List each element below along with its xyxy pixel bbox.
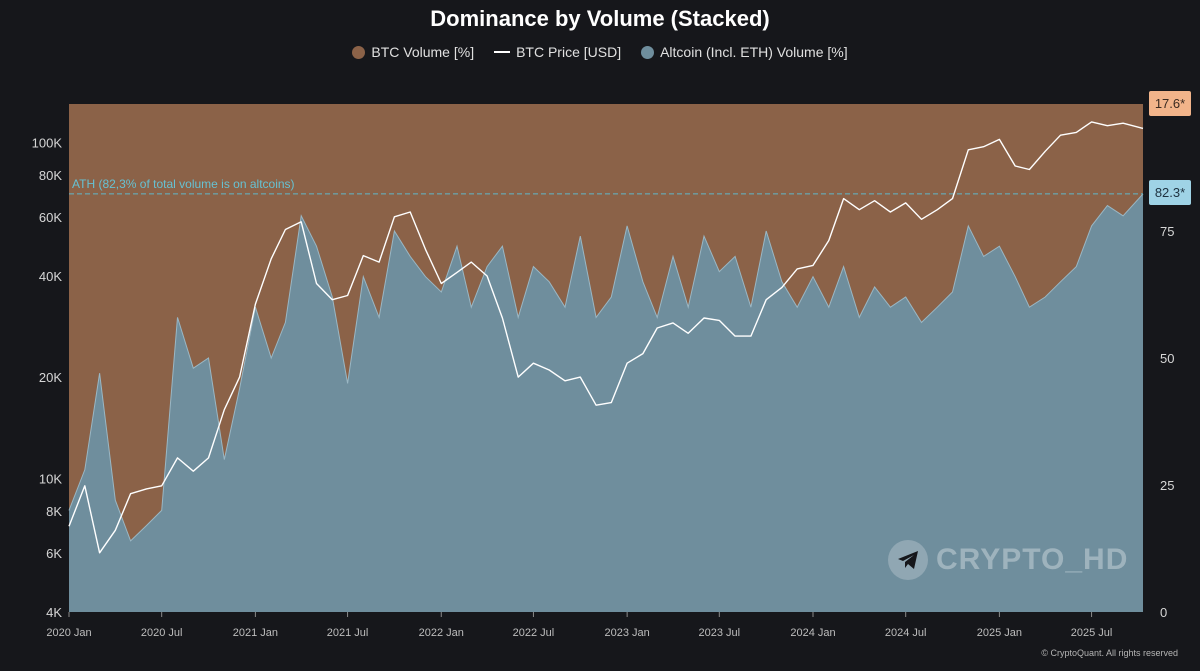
y-left-tick-label: 10K — [39, 471, 62, 486]
telegram-icon — [888, 540, 928, 580]
x-tick-label: 2024 Jan — [790, 627, 835, 639]
y-left-tick-label: 4K — [46, 605, 62, 620]
y-left-tick-label: 20K — [39, 370, 62, 385]
x-tick-label: 2022 Jan — [419, 627, 464, 639]
y-right-tick-label: 25 — [1160, 478, 1174, 493]
legend-item-altcoin-volume[interactable]: Altcoin (Incl. ETH) Volume [%] — [641, 44, 848, 60]
y-left-tick-label: 60K — [39, 210, 62, 225]
y-left-tick-label: 6K — [46, 546, 62, 561]
legend-altcoin-volume-dot — [641, 45, 655, 59]
x-tick-label: 2022 Jul — [513, 627, 555, 639]
badge-altcoin-volume: 82.3* — [1149, 180, 1191, 205]
x-tick-label: 2025 Jan — [977, 627, 1022, 639]
y-left-tick-label: 100K — [32, 135, 63, 150]
watermark: CRYPTO_HD — [888, 540, 1128, 580]
y-right-tick-label: 50 — [1160, 351, 1174, 366]
x-tick-label: 2021 Jul — [327, 627, 369, 639]
x-tick-label: 2020 Jul — [141, 627, 183, 639]
chart-title: Dominance by Volume (Stacked) — [430, 6, 770, 31]
y-right-axis: 75 50 25 0 — [1160, 224, 1174, 620]
x-tick-label: 2021 Jan — [233, 627, 278, 639]
legend-btc-price-line — [494, 51, 511, 53]
x-tick-label: 2025 Jul — [1071, 627, 1113, 639]
x-tick-label: 2024 Jul — [885, 627, 927, 639]
legend-btc-price-label: BTC Price [USD] — [516, 44, 622, 60]
y-right-tick-label: 0 — [1160, 605, 1167, 620]
x-axis: 2020 Jan 2020 Jul 2021 Jan 2021 Jul 2022 Jan… — [46, 612, 1112, 639]
copyright: © CryptoQuant. All rights reserved — [1041, 648, 1178, 658]
ath-label: ATH (82,3% of total volume is on altcoin… — [72, 177, 295, 191]
chart-legend: BTC Volume [%] BTC Price [USD] Altcoin (… — [0, 44, 1200, 60]
y-right-tick-label: 75 — [1160, 224, 1174, 239]
y-left-tick-label: 80K — [39, 168, 62, 183]
y-left-axis: 100K 80K 60K 40K 20K 10K 8K 6K 4K — [32, 135, 63, 620]
legend-item-btc-price[interactable]: BTC Price [USD] — [494, 44, 621, 60]
legend-btc-volume-dot — [352, 45, 366, 59]
altcoin-volume-line — [68, 193, 1144, 542]
x-tick-label: 2023 Jan — [605, 627, 650, 639]
badge-btc-volume-box — [1149, 91, 1191, 116]
y-left-tick-label: 8K — [46, 504, 62, 519]
badge-altcoin-volume-text: 82.3* — [1155, 185, 1185, 200]
x-tick-label: 2023 Jul — [699, 627, 741, 639]
legend-item-btc-volume[interactable]: BTC Volume [%] — [352, 44, 474, 60]
badge-altcoin-volume-box — [1149, 180, 1191, 205]
legend-altcoin-volume-label: Altcoin (Incl. ETH) Volume [%] — [660, 44, 848, 60]
badge-btc-volume: 17.6* — [1149, 91, 1191, 116]
telegram-plane-glyph — [898, 551, 918, 569]
legend-btc-volume-label: BTC Volume [%] — [371, 44, 475, 60]
x-tick-label: 2020 Jan — [46, 627, 91, 639]
badge-btc-volume-text: 17.6* — [1155, 96, 1185, 111]
y-left-tick-label: 40K — [39, 269, 62, 284]
watermark-text: CRYPTO_HD — [936, 543, 1129, 576]
btc-price-line — [68, 121, 1144, 554]
